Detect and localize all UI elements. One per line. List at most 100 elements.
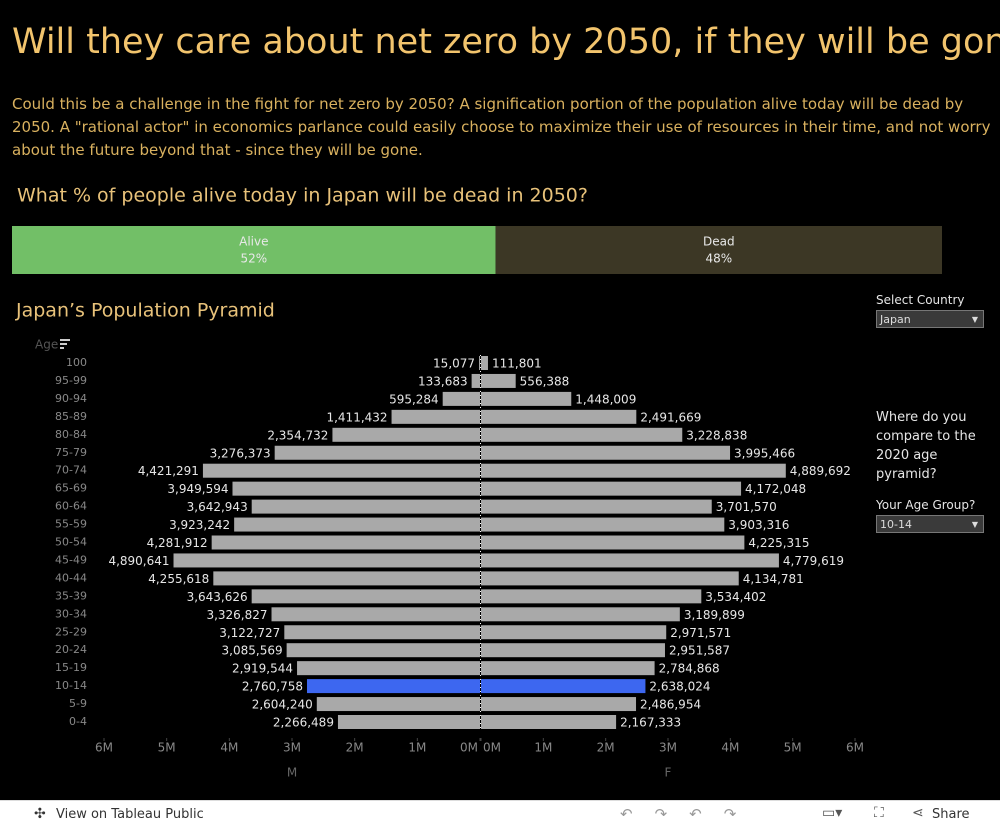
male-bar <box>337 715 480 729</box>
toolbar: ✣ View on Tableau Public ↶↷↶↷ ▭▾ ⛶ ⋖ Sha… <box>0 800 1000 828</box>
age-label: 65-69 <box>55 482 87 495</box>
female-bar <box>481 715 617 729</box>
male-value: 3,643,626 <box>187 590 248 604</box>
male-value: 1,411,432 <box>326 410 387 424</box>
female-value: 4,134,781 <box>743 572 804 586</box>
female-value: 3,189,899 <box>684 608 745 622</box>
age-label: 30-34 <box>55 607 87 620</box>
female-bar <box>481 373 516 388</box>
share-icon: ⋖ <box>912 805 924 821</box>
female-axis-title: F <box>665 766 672 780</box>
male-value: 3,122,727 <box>219 626 280 640</box>
history-buttons[interactable]: ↶↷↶↷ <box>620 805 759 823</box>
female-bar <box>481 553 779 568</box>
male-value: 3,642,943 <box>187 500 248 514</box>
female-bar <box>481 679 646 694</box>
male-value: 3,085,569 <box>222 644 283 658</box>
male-bar <box>479 356 480 370</box>
x-tick-label: 2M <box>597 741 615 755</box>
male-bar <box>251 499 480 514</box>
male-value: 2,604,240 <box>252 698 313 712</box>
segment-name: Dead <box>703 235 735 249</box>
y-axis-title: Age <box>35 338 58 352</box>
male-value: 2,354,732 <box>267 428 328 442</box>
description: Could this be a challenge in the fight f… <box>12 95 991 159</box>
female-value: 3,534,402 <box>705 590 766 604</box>
male-bar <box>306 679 480 694</box>
age-label: 25-29 <box>55 625 87 638</box>
age-label: 60-64 <box>55 500 87 513</box>
age-select[interactable]: 10-14 ▼ <box>876 515 984 533</box>
x-tick-label: 4M <box>220 741 238 755</box>
male-value: 133,683 <box>418 374 468 388</box>
male-axis-title: M <box>287 766 297 780</box>
x-tick-label: 4M <box>721 741 739 755</box>
male-value: 4,890,641 <box>108 554 169 568</box>
female-bar <box>481 409 637 424</box>
country-select[interactable]: Japan ▼ <box>876 310 984 328</box>
sort-icon[interactable] <box>60 339 70 349</box>
female-value: 2,491,669 <box>640 410 701 424</box>
age-label: 95-99 <box>55 374 87 387</box>
prompt: Where do you compare to the 2020 age pyr… <box>876 410 976 482</box>
dashboard-title: Will they care about net zero by 2050, i… <box>12 22 1000 62</box>
male-bar <box>271 607 480 622</box>
female-value: 556,388 <box>520 374 570 388</box>
fullscreen-button[interactable]: ⛶ <box>874 805 884 821</box>
female-value: 3,995,466 <box>734 446 795 460</box>
comment-button[interactable]: ▭▾ <box>822 805 843 821</box>
female-bar <box>481 445 731 460</box>
x-tick-label: 5M <box>158 741 176 755</box>
tableau-icon: ✣ <box>34 806 46 822</box>
male-bar <box>471 373 480 388</box>
country-label: Select Country <box>876 293 965 307</box>
x-tick-label: 0M <box>460 741 478 755</box>
male-bar <box>234 517 480 532</box>
female-value: 2,971,571 <box>670 626 731 640</box>
view-link[interactable]: View on Tableau Public <box>56 807 204 822</box>
age-label: 15-19 <box>55 661 87 674</box>
age-label: 55-59 <box>55 518 87 531</box>
female-value: 4,225,315 <box>748 536 809 550</box>
x-tick-label: 2M <box>346 741 364 755</box>
female-bar <box>481 463 786 478</box>
female-value: 111,801 <box>492 357 542 371</box>
share-segment <box>12 226 496 274</box>
age-label: 100 <box>66 356 87 369</box>
female-value: 3,701,570 <box>716 500 777 514</box>
female-bar <box>481 571 739 586</box>
female-bar <box>481 391 572 406</box>
x-tick-label: 3M <box>659 741 677 755</box>
age-label: 5-9 <box>69 697 87 710</box>
x-tick-label: 6M <box>846 741 864 755</box>
age-label: 90-94 <box>55 392 87 405</box>
share-button[interactable]: Share <box>932 807 970 822</box>
male-value: 4,255,618 <box>148 572 209 586</box>
female-value: 2,486,954 <box>640 698 701 712</box>
male-bar <box>284 625 480 640</box>
age-label: 45-49 <box>55 553 87 566</box>
male-bar <box>211 535 480 550</box>
male-value: 595,284 <box>389 392 439 406</box>
female-value: 4,779,619 <box>783 554 844 568</box>
age-label: 70-74 <box>55 464 87 477</box>
female-value: 2,167,333 <box>620 716 681 730</box>
female-value: 2,638,024 <box>649 680 710 694</box>
male-bar <box>391 409 480 424</box>
male-bar <box>251 589 480 604</box>
female-bar <box>481 427 683 442</box>
female-bar <box>481 607 680 622</box>
female-bar <box>481 356 488 370</box>
female-bar <box>481 517 725 532</box>
female-bar <box>481 697 637 712</box>
segment-name: Alive <box>239 235 268 249</box>
x-tick-label: 6M <box>95 741 113 755</box>
x-tick-label: 1M <box>408 741 426 755</box>
pyramid-title: Japan’s Population Pyramid <box>15 300 275 322</box>
x-tick-label: 0M <box>483 741 501 755</box>
female-bar <box>481 589 702 604</box>
age-label: 35-39 <box>55 589 87 602</box>
male-value: 2,919,544 <box>232 662 293 676</box>
male-value: 4,421,291 <box>138 464 199 478</box>
share-segment <box>495 226 942 274</box>
